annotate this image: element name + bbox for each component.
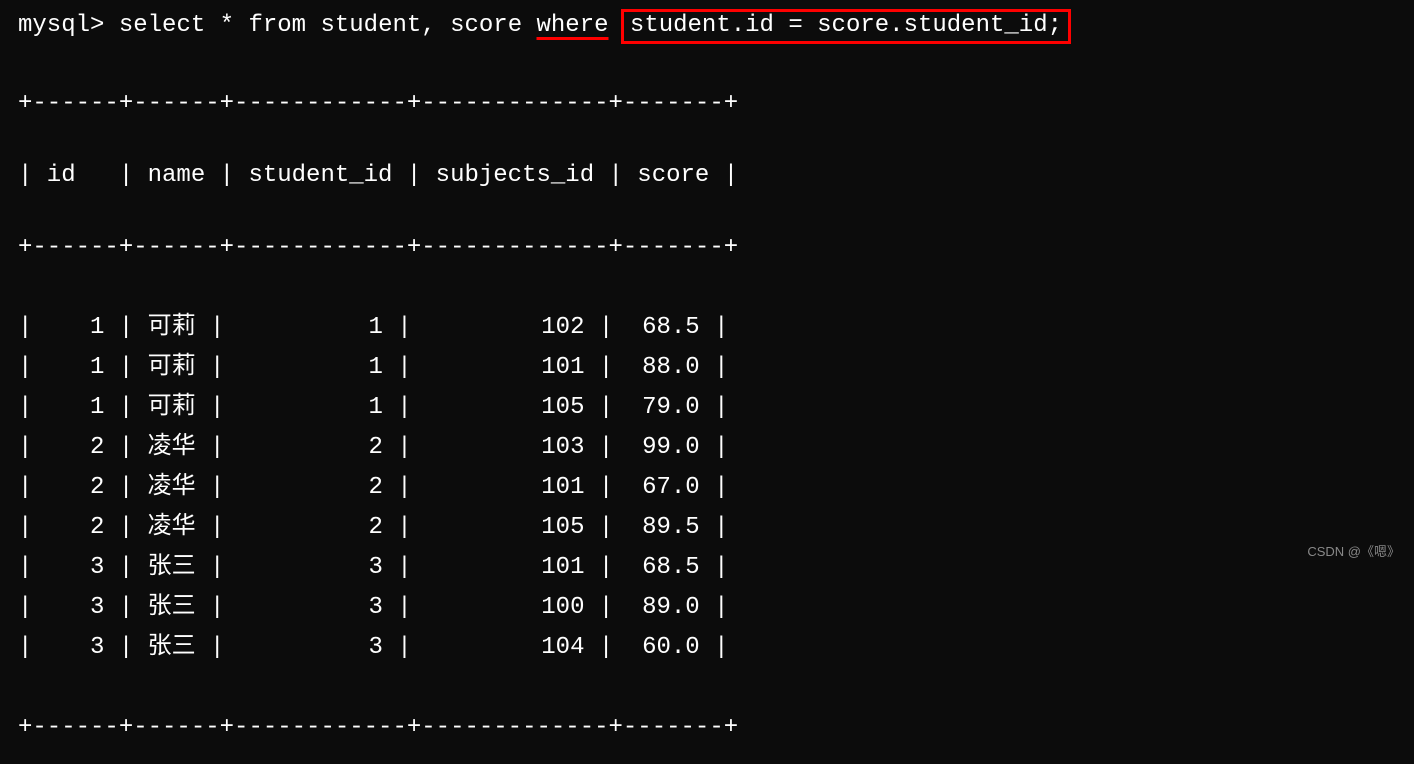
table-border-mid: +------+------+------------+------------… — [18, 236, 1414, 260]
table-row: | 1 | 可莉 | 1 | 105 | 79.0 | — [18, 388, 1414, 428]
query-where-underlined: where — [537, 12, 609, 39]
table-border-top: +------+------+------------+------------… — [18, 92, 1414, 116]
query-part1: select * from student, score — [119, 12, 537, 39]
sql-query: mysql> select * from student, score wher… — [18, 14, 1414, 38]
table-border-bot: +------+------+------------+------------… — [18, 716, 1414, 740]
table-row: | 3 | 张三 | 3 | 101 | 68.5 | — [18, 548, 1414, 588]
table-row: | 2 | 凌华 | 2 | 105 | 89.5 | — [18, 508, 1414, 548]
table-row: | 2 | 凌华 | 2 | 103 | 99.0 | — [18, 428, 1414, 468]
table-row: | 1 | 可莉 | 1 | 101 | 88.0 | — [18, 348, 1414, 388]
watermark: CSDN @《嗯》 — [1307, 545, 1400, 558]
table-row: | 3 | 张三 | 3 | 104 | 60.0 | — [18, 628, 1414, 668]
result-table: +------+------+------------+------------… — [18, 44, 1414, 764]
query-condition-boxed: student.id = score.student_id; — [621, 9, 1071, 44]
table-row: | 2 | 凌华 | 2 | 101 | 67.0 | — [18, 468, 1414, 508]
table-row: | 3 | 张三 | 3 | 100 | 89.0 | — [18, 588, 1414, 628]
mysql-prompt: mysql> — [18, 12, 119, 39]
table-row: | 1 | 可莉 | 1 | 102 | 68.5 | — [18, 308, 1414, 348]
table-body: | 1 | 可莉 | 1 | 102 | 68.5 || 1 | 可莉 | 1 … — [18, 308, 1414, 668]
table-header: | id | name | student_id | subjects_id |… — [18, 164, 1414, 188]
